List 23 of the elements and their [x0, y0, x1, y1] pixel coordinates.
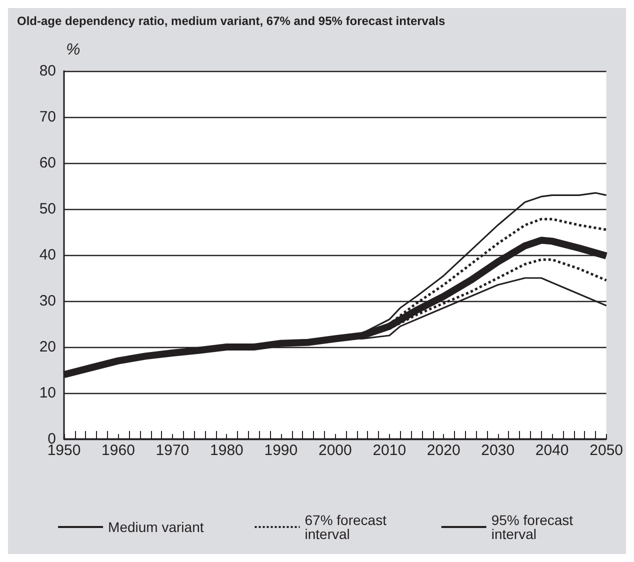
legend-label: 95% forecast interval — [491, 512, 577, 542]
chart-title: Old-age dependency ratio, medium variant, 67% and 95% forecast intervals — [17, 14, 446, 28]
y-tick-label: 30 — [39, 292, 56, 310]
y-tick-label: 70 — [39, 108, 56, 126]
x-tick-label: 2040 — [535, 442, 569, 459]
legend-label: 67% forecast interval — [304, 512, 390, 542]
y-tick-label: 10 — [39, 384, 56, 402]
y-tick-label: 60 — [39, 154, 56, 172]
x-tick-label: 2030 — [481, 442, 515, 459]
x-tick-label: 2020 — [426, 442, 460, 459]
x-tick-label: 2000 — [318, 442, 352, 459]
y-tick-label: 20 — [39, 338, 56, 356]
x-tick-label: 2050 — [590, 442, 624, 459]
x-tick-label: 1980 — [210, 442, 244, 459]
x-tick-label: 1960 — [102, 442, 135, 459]
x-tick-label: 2010 — [372, 442, 406, 459]
y-tick-label: 40 — [39, 246, 56, 264]
x-tick-label: 1990 — [264, 442, 298, 459]
x-tick-label: 1970 — [156, 442, 190, 459]
y-axis-title: % — [66, 42, 80, 58]
y-tick-label: 80 — [39, 62, 56, 80]
y-tick-label: 50 — [39, 200, 56, 218]
legend-label: Medium variant — [108, 519, 204, 535]
